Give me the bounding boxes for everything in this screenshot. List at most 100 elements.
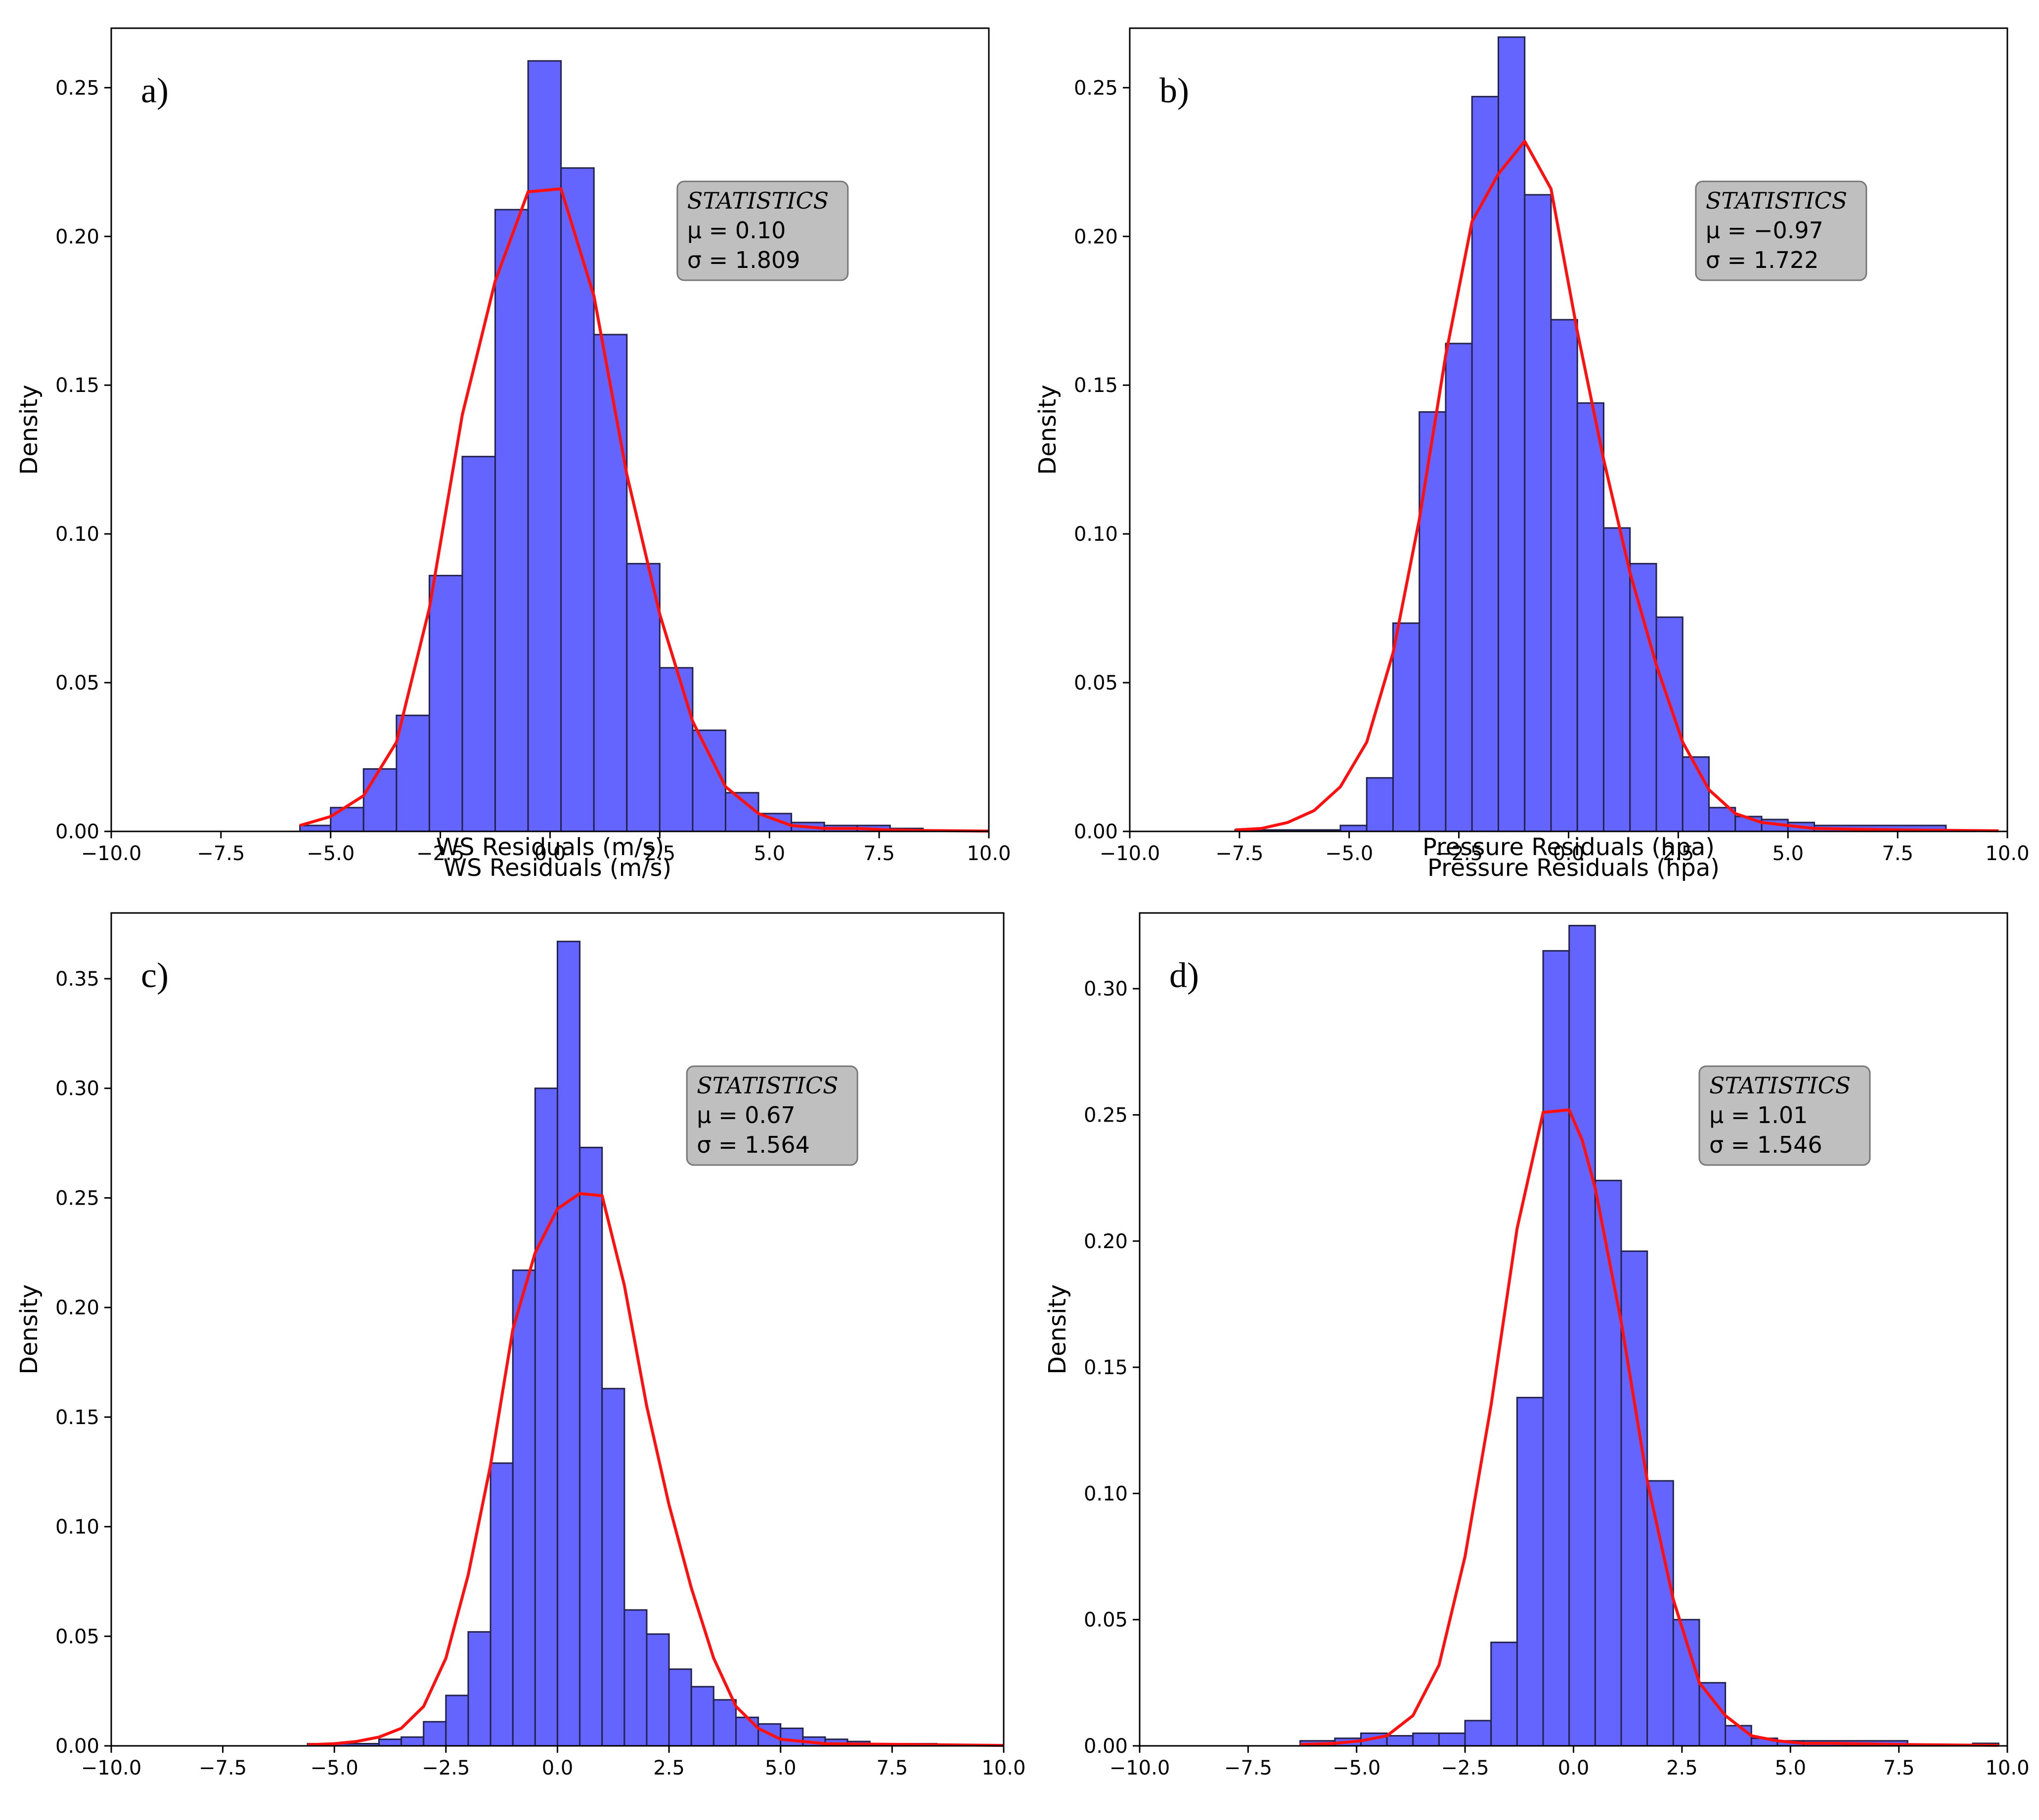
x-tick-label: −7.5 [1224,1757,1272,1779]
statistics-box: STATISTICS μ = −0.97 σ = 1.722 [1695,180,1867,281]
x-tick-label: 0.0 [534,842,566,865]
histogram-bar [1542,950,1570,1747]
x-tick-label: −10.0 [81,842,142,865]
y-tick-label: 0.20 [1074,225,1118,248]
x-tick-label: −10.0 [81,1757,142,1779]
histogram-bar [623,1609,648,1747]
y-tick-label: 0.05 [1084,1609,1128,1632]
statistics-title: STATISTICS [1709,1072,1851,1099]
x-tick-label: −2.5 [1435,842,1483,865]
x-tick-label: −5.0 [1325,842,1373,865]
x-tick-label: 2.5 [653,1757,685,1779]
y-tick-label: 0.20 [1084,1230,1128,1253]
histogram-bar [527,60,562,832]
histogram-bar [1655,616,1684,832]
x-tick-label: −5.0 [1332,1757,1380,1779]
histogram-bar [1412,1732,1440,1747]
histogram-bar [1386,1735,1414,1747]
histogram-bar [1445,343,1473,832]
histogram-bar [712,1699,737,1747]
histogram-bar [299,824,332,832]
statistics-box-background [1695,180,1867,281]
y-tick-label: 0.05 [55,672,99,694]
y-tick-label: 0.20 [55,225,99,248]
density-curve [1235,139,1999,832]
x-tick-label: 0.0 [1558,1757,1590,1779]
histogram-bar [1471,95,1499,832]
statistics-std: σ = 1.546 [1709,1131,1822,1158]
x-tick-label: −5.0 [307,842,355,865]
panel-b: −10.0 −7.5 −5.0 −2.5 0.0 2.5 5.0 7.5 10.0 0.00 0.0… [1034,27,2030,865]
x-tick-label: −10.0 [1109,1757,1170,1779]
histogram-bar [1438,1732,1466,1747]
histogram-bar [579,1146,603,1747]
x-axis-label: Pressure Residuals (hpa) [1427,854,1720,882]
histogram-bar [1339,824,1368,832]
y-axis-label: Density [1044,1284,1071,1374]
histogram-bar [601,1387,625,1747]
statistics-box-background [686,1065,858,1166]
y-tick-label: 0.35 [55,968,99,991]
x-tick-label: 5.0 [765,1757,797,1779]
y-tick-label: 0.10 [1084,1482,1128,1505]
statistics-mean: μ = 0.10 [687,217,786,244]
histogram-bar [534,1087,558,1747]
panel-c: −10.0 −7.5 −5.0 −2.5 0.0 2.5 5.0 7.5 10.0 0.00 0.0… [15,854,1026,1779]
x-tick-label: 10.0 [1985,1757,2029,1779]
histogram-bar [690,1686,714,1747]
histogram-bar [423,1721,447,1747]
y-tick-label: 0.25 [1074,77,1118,99]
x-tick-label: 0.0 [542,1757,574,1779]
y-tick-label: 0.15 [55,1406,99,1429]
statistics-mean: μ = 1.01 [1709,1102,1808,1128]
statistics-std: σ = 1.722 [1706,247,1819,273]
panel-label: a) [141,71,169,110]
x-tick-label: −10.0 [1100,842,1160,865]
y-tick-label: 0.05 [1074,672,1118,694]
x-tick-label: 10.0 [967,842,1011,865]
panel-d: −10.0 −7.5 −5.0 −2.5 0.0 2.5 5.0 7.5 10.0 0.00 0.0… [1044,854,2030,1779]
y-axis-label: Density [1034,385,1062,475]
histogram-bar [1524,194,1552,832]
x-axis-label: Pressure Residuals (hpa) [1422,833,1715,861]
panel-a: −10.0 −7.5 −5.0 −2.5 0.0 2.5 5.0 7.5 10.0 0.00 0.0… [15,27,1011,865]
histogram-bar [1568,925,1596,1747]
histogram-bar [1392,622,1420,832]
y-tick-label: 0.15 [1084,1356,1128,1379]
histogram-bar [1682,756,1710,832]
histogram-bar [692,729,726,832]
histogram-bar [396,714,430,832]
x-tick-label: 2.5 [1663,842,1694,865]
histogram-bar [378,1738,402,1747]
y-tick-label: 0.20 [55,1297,99,1319]
histogram-bar [560,167,595,832]
y-tick-label: 0.15 [1074,374,1118,397]
histogram-bar [1464,1720,1492,1747]
histogram-bar [461,456,496,832]
histogram-bar [1418,411,1447,832]
y-axis-label: Density [15,385,43,475]
y-tick-label: 0.25 [1084,1104,1128,1127]
y-tick-label: 0.00 [55,1735,99,1758]
density-curve [1300,1108,1999,1747]
histogram-bar [1594,1179,1622,1747]
x-axis-label: WS Residuals (m/s) [443,854,672,882]
panel-label: c) [141,955,169,995]
y-tick-label: 0.00 [1074,821,1118,843]
statistics-box: STATISTICS μ = 0.10 σ = 1.809 [676,180,849,281]
histogram-bar [1725,1725,1752,1747]
histogram-bar [1629,563,1657,832]
statistics-mean: μ = 0.67 [697,1102,795,1128]
histogram-bar [659,667,694,832]
y-tick-label: 0.05 [55,1625,99,1648]
histogram-bar [428,574,463,832]
x-tick-label: −7.5 [199,1757,247,1779]
y-tick-label: 0.15 [55,374,99,397]
statistics-box-background [1698,1065,1871,1166]
y-tick-label: 0.25 [55,1187,99,1210]
y-axis-label: Density [15,1284,43,1374]
histogram-bar [593,334,628,832]
histogram-bar [1366,777,1394,832]
x-tick-label: 7.5 [877,1757,908,1779]
density-curve [299,187,989,833]
